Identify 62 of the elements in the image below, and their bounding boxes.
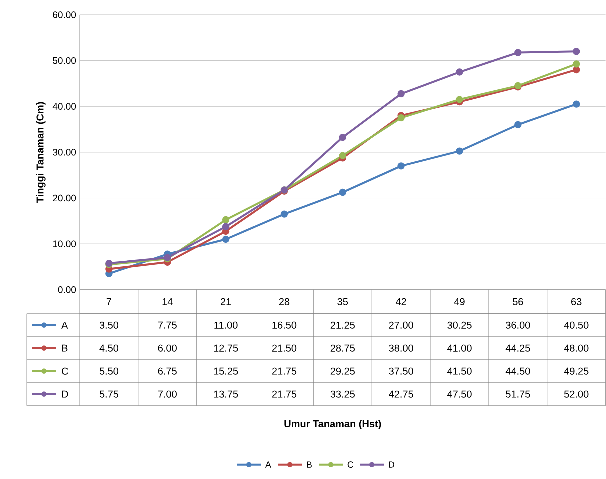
y-tick-label: 20.00 [53,194,76,202]
text: Umur Tanaman (Hst) [284,420,382,430]
legend-label: D [62,390,68,398]
data-label: 11.00 [214,322,238,329]
text: B [307,462,312,468]
x-tick-label: 21 [220,298,232,306]
data-label: 5.75 [100,390,118,398]
x-tick-label: 56 [513,298,524,306]
x-tick-label: 7 [106,298,112,306]
data-label: 47.50 [447,390,472,398]
data-label: 5.50 [100,368,119,375]
data-label: 44.50 [506,368,530,375]
data-label: 21.75 [272,368,297,375]
data-label: 3.50 [100,322,119,329]
y-tick-label: 10.00 [53,240,76,248]
text: D [389,462,394,468]
text: C [348,462,354,468]
x-tick-label: 63 [572,298,582,306]
data-label: 52.00 [564,390,589,398]
y-tick-label: 0.00 [58,286,76,294]
x-tick-label: 35 [338,298,348,306]
x-tick-label: 14 [162,298,173,306]
data-label: 16.50 [272,322,297,329]
data-label: 6.00 [158,344,177,352]
x-tick-label: 49 [454,298,465,306]
data-label: 38.00 [389,344,414,352]
data-label: 27.00 [389,322,414,329]
data-label: 21.25 [330,322,355,329]
data-label: 7.00 [158,390,177,398]
data-label: 33.25 [330,390,355,398]
data-label: 7.75 [158,322,177,329]
y-tick-label: 50.00 [53,58,76,64]
data-label: 6.75 [158,368,177,375]
data-label: 41.00 [447,344,472,352]
data-label: 49.25 [564,368,589,375]
data-label: 13.75 [214,390,238,398]
text: A [265,462,272,468]
data-label: 12.75 [214,344,238,352]
y-tick-label: 40.00 [52,103,76,110]
data-label: 21.75 [272,390,297,398]
y-axis-title: Tinggi Tanaman (Cm) [36,102,46,204]
data-label: 15.25 [214,368,238,375]
y-tick-label: 60.00 [53,12,76,18]
y-tick-label: 30.00 [53,149,76,156]
legend-label: A [62,322,68,329]
data-label: 29.25 [330,368,355,375]
data-label: 37.50 [389,368,414,375]
x-tick-label: 42 [396,298,406,306]
data-label: 28.75 [330,344,355,352]
data-label: 41.50 [447,368,472,375]
data-label: 44.25 [506,344,530,352]
legend-label: C [62,368,68,375]
data-label: 48.00 [564,344,589,352]
data-label: 21.50 [272,344,297,352]
x-tick-label: 28 [279,298,290,306]
legend-label: B [62,345,68,352]
data-label: 30.25 [448,322,472,329]
data-label: 51.75 [506,390,530,398]
data-label: 42.75 [389,390,414,398]
data-label: 36.00 [506,322,530,329]
data-label: 4.50 [100,344,119,352]
data-label: 40.50 [564,322,589,329]
